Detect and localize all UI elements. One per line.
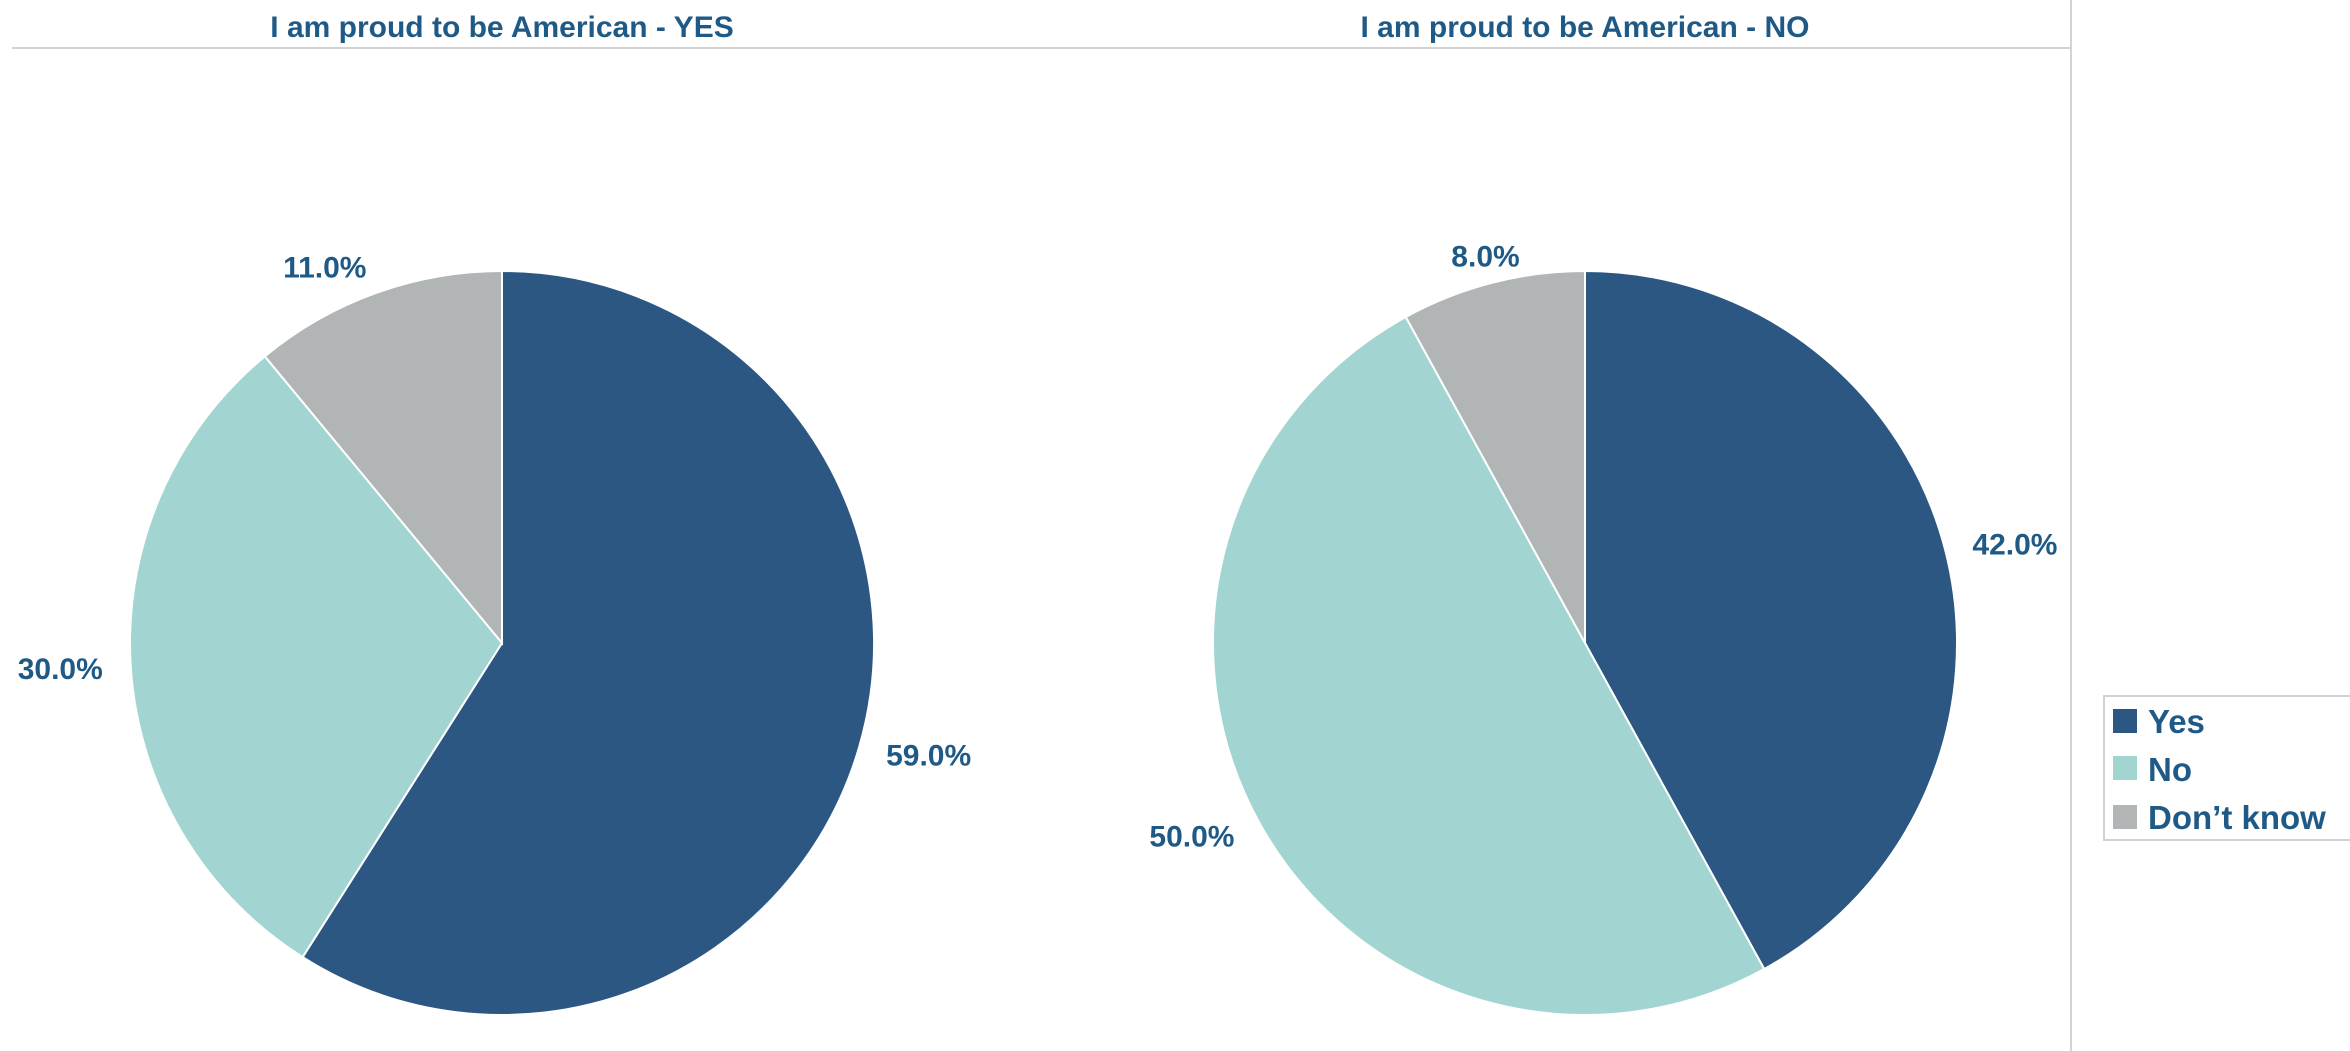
legend-swatch-yes	[2113, 709, 2137, 733]
legend-item-no[interactable]: No	[2113, 751, 2192, 788]
pie-labels-no: 42.0% 50.0% 8.0%	[1149, 241, 2057, 854]
pie-slices-yes	[129, 269, 875, 1016]
pie-slice-no-no[interactable]	[1212, 315, 1766, 1016]
pie-chart-yes: I am proud to be American - YES 59.0% 30.…	[18, 11, 971, 1016]
legend-label-dont-know: Don’t know	[2148, 799, 2326, 836]
pie-slice-no-dont-know[interactable]	[1404, 269, 1586, 644]
legend-item-dont-know[interactable]: Don’t know	[2113, 799, 2326, 836]
pie-title-yes: I am proud to be American - YES	[270, 11, 733, 44]
pie-slice-no-yes[interactable]	[1584, 269, 1959, 971]
pie-label-yes-yes: 59.0%	[886, 740, 971, 773]
legend-frame	[2103, 695, 2350, 841]
legend: Yes No Don’t know	[2103, 695, 2350, 841]
legend-item-yes[interactable]: Yes	[2113, 703, 2205, 740]
pie-label-no-yes: 42.0%	[1972, 529, 2057, 562]
legend-swatch-dont-know	[2113, 805, 2137, 829]
pie-slices-no	[1212, 269, 1959, 1016]
pie-label-no-dont-know: 8.0%	[1451, 241, 1519, 274]
pie-label-no-no: 50.0%	[1149, 821, 1234, 854]
legend-label-no: No	[2148, 751, 2192, 788]
pie-slice-yes-dont-know[interactable]	[263, 269, 503, 646]
legend-swatch-no	[2113, 756, 2137, 780]
pie-label-yes-no: 30.0%	[18, 653, 103, 686]
pie-slice-yes-yes[interactable]	[301, 269, 875, 1016]
pie-slice-yes-no[interactable]	[129, 354, 504, 959]
pie-title-no: I am proud to be American - NO	[1361, 11, 1810, 44]
pie-chart-no: I am proud to be American - NO 42.0% 50.0…	[1149, 11, 2057, 1016]
pie-label-yes-dont-know: 11.0%	[283, 252, 366, 285]
legend-label-yes: Yes	[2148, 703, 2205, 740]
pie-labels-yes: 59.0% 30.0% 11.0%	[18, 252, 971, 773]
